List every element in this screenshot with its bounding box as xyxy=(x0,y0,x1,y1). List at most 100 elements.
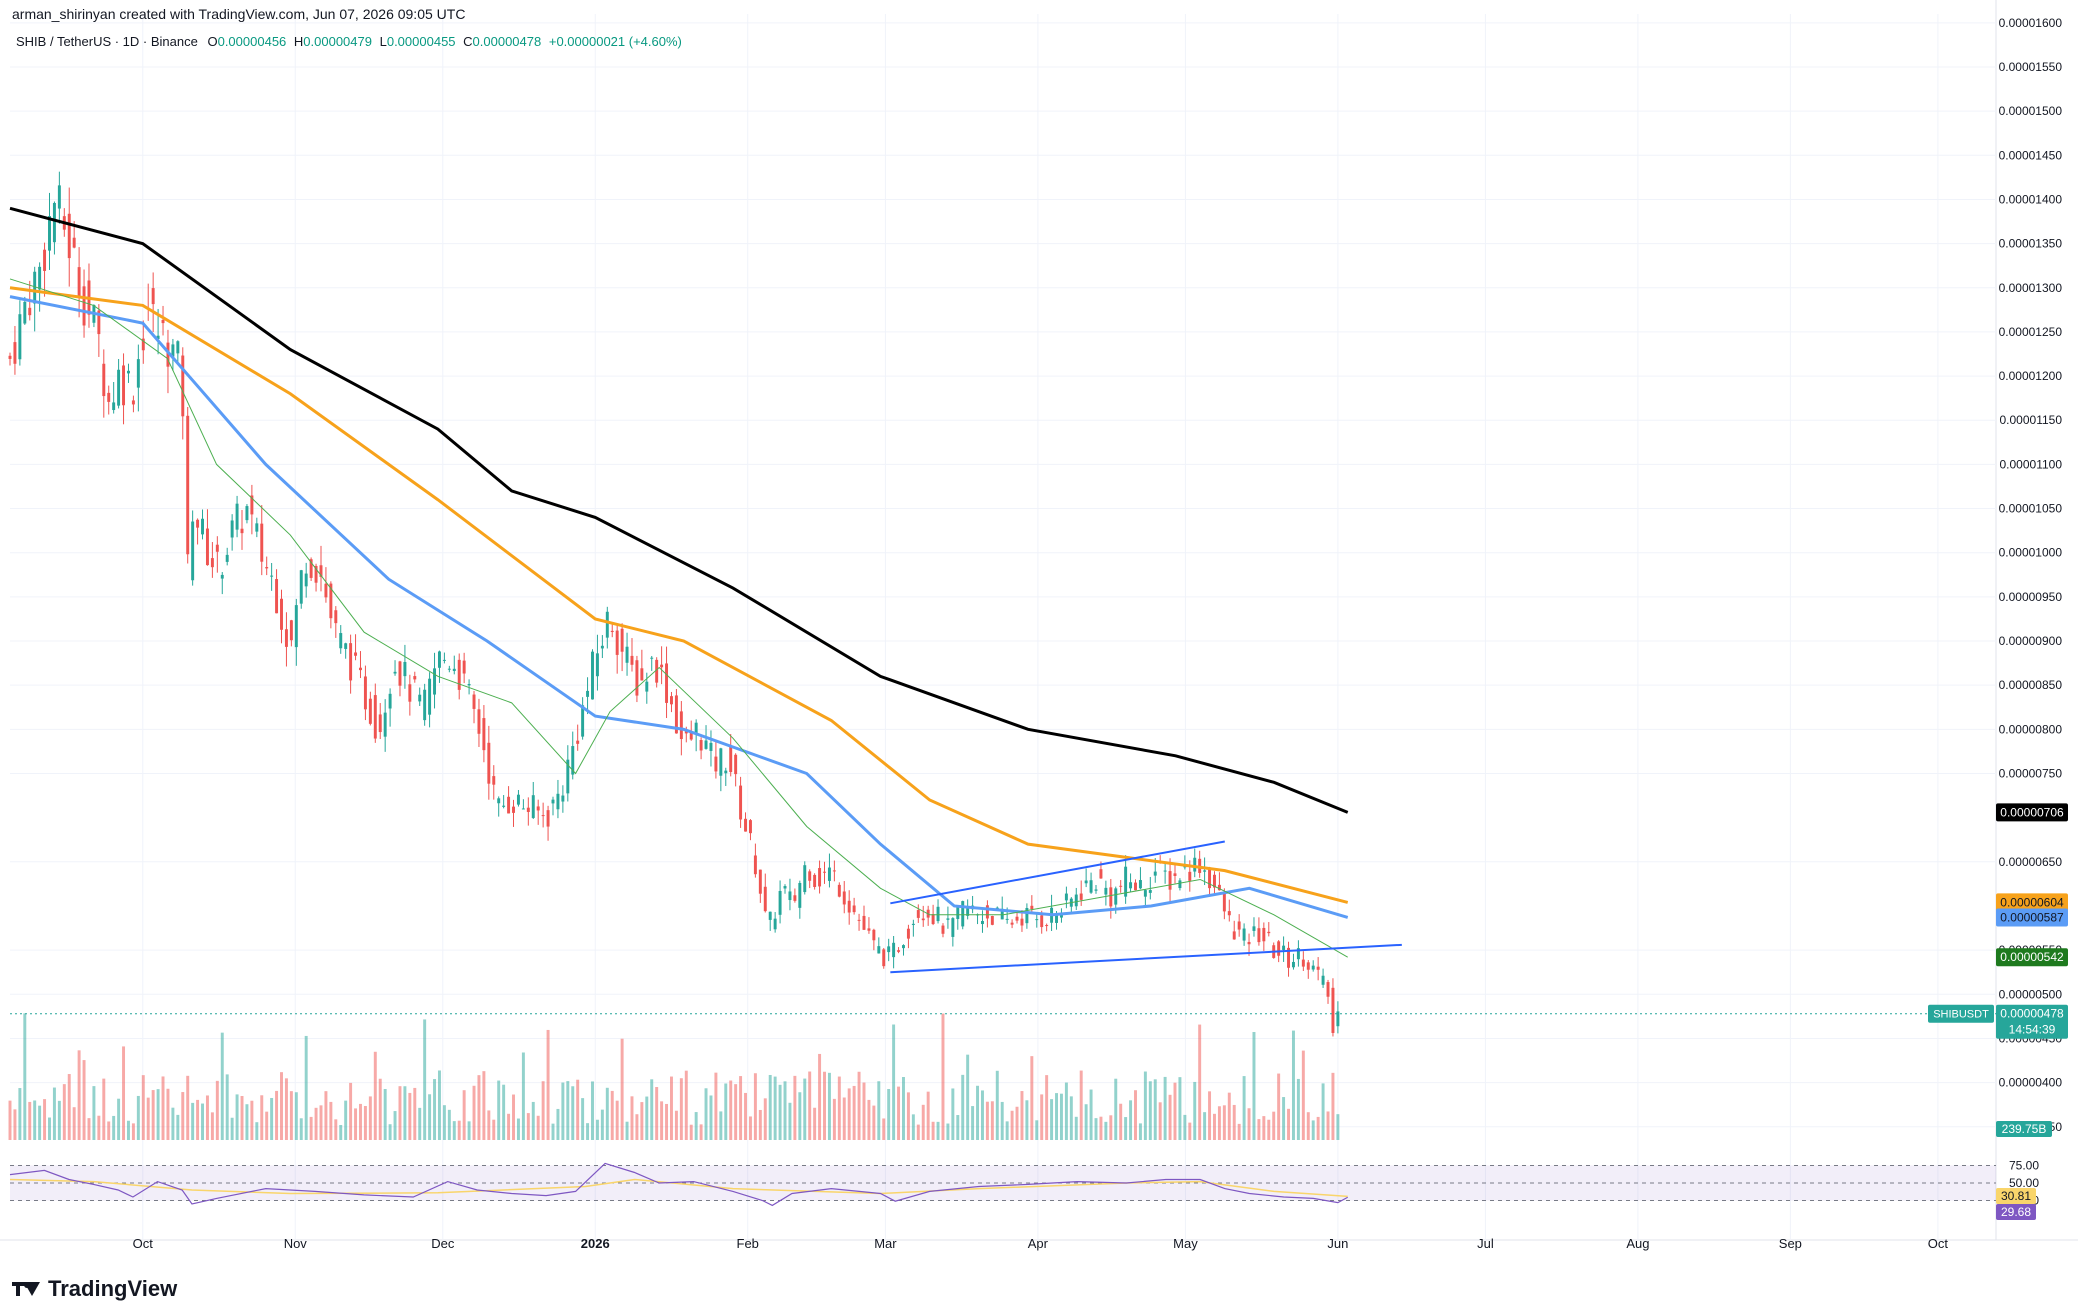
candle-body xyxy=(344,643,348,649)
candle-body xyxy=(823,871,826,873)
volume-bar xyxy=(709,1095,713,1140)
x-tick-label: Dec xyxy=(431,1236,455,1251)
y-tick-label: 0.00001600 xyxy=(1999,16,2063,30)
volume-bar xyxy=(344,1100,348,1140)
volume-bar xyxy=(205,1095,209,1140)
candle-body xyxy=(205,528,209,566)
candle-body xyxy=(1099,869,1103,879)
candle-body xyxy=(1153,871,1157,876)
candle-body xyxy=(28,307,32,316)
y-tick-label: 0.00001300 xyxy=(1999,281,2063,295)
volume-bar xyxy=(744,1092,747,1140)
candle-body xyxy=(225,554,229,562)
volume-bar xyxy=(250,1100,254,1140)
volume-bar xyxy=(1252,1032,1256,1140)
candle-body xyxy=(531,795,535,818)
volume-bar xyxy=(294,1092,298,1140)
candle-body xyxy=(186,415,190,555)
candle-body xyxy=(1020,918,1024,926)
volume-bar xyxy=(586,1123,590,1140)
volume-bar xyxy=(1059,1093,1063,1140)
volume-bar xyxy=(813,1107,817,1140)
candle-body xyxy=(265,567,269,569)
candle-body xyxy=(201,518,204,535)
volume-bar xyxy=(62,1084,66,1140)
candle-body xyxy=(1326,982,1330,997)
high-label: H xyxy=(293,34,304,49)
candle-body xyxy=(388,693,392,709)
volume-bar xyxy=(1232,1104,1236,1140)
volume-bar xyxy=(1247,1108,1251,1140)
volume-bar xyxy=(1079,1070,1083,1140)
volume-bar xyxy=(472,1085,476,1140)
candle-body xyxy=(887,946,891,953)
candle-body xyxy=(1188,871,1192,881)
candle-body xyxy=(334,610,338,624)
volume-bar xyxy=(1040,1094,1044,1140)
close-label: C xyxy=(463,34,473,49)
y-tick-label: 0.00000950 xyxy=(1999,590,2063,604)
volume-bar xyxy=(433,1079,437,1140)
candle-body xyxy=(877,946,881,954)
candle-body xyxy=(862,915,866,930)
candle-body xyxy=(487,742,491,784)
candle-body xyxy=(97,310,101,335)
volume-bar xyxy=(1183,1114,1187,1140)
volume-bar xyxy=(373,1051,377,1140)
tradingview-logo-icon xyxy=(12,1280,42,1298)
volume-bar xyxy=(1257,1119,1261,1140)
volume-bar xyxy=(581,1098,585,1140)
x-tick-label: Jun xyxy=(1327,1236,1348,1251)
volume-bar xyxy=(1119,1103,1123,1140)
candle-body xyxy=(748,820,752,834)
candle-body xyxy=(605,611,609,638)
candle-body xyxy=(1237,921,1241,930)
volume-bar xyxy=(368,1096,372,1140)
volume-bar xyxy=(620,1038,624,1140)
rsi-line xyxy=(9,1162,1349,1207)
rsi-level-label: 75.00 xyxy=(2009,1159,2039,1173)
y-tick-label: 0.00000900 xyxy=(1999,634,2063,648)
candle-body xyxy=(126,370,130,374)
y-tick-label: 0.00000800 xyxy=(1999,722,2063,736)
volume-bar xyxy=(1222,1105,1226,1140)
candle-body xyxy=(665,663,669,703)
candle-body xyxy=(1208,867,1212,889)
volume-bar xyxy=(803,1078,807,1140)
volume-bar xyxy=(398,1086,402,1140)
volume-bar xyxy=(349,1082,353,1140)
candle-body xyxy=(753,855,757,875)
candle-body xyxy=(1094,889,1098,891)
volume-bar xyxy=(122,1046,126,1140)
tradingview-logo[interactable]: TradingView xyxy=(12,1276,177,1302)
y-tick-label: 0.00000750 xyxy=(1999,766,2063,780)
candle-body xyxy=(1163,870,1167,872)
candle-body xyxy=(1183,866,1187,868)
candle-body xyxy=(630,655,634,665)
candle-body xyxy=(980,921,984,925)
candle-body xyxy=(576,740,580,744)
x-tick-label: Aug xyxy=(1626,1236,1649,1251)
volume-label: 239.75B xyxy=(2002,1122,2047,1136)
candle-body xyxy=(260,523,264,562)
candle-body xyxy=(1311,965,1315,970)
volume-bar xyxy=(605,1087,609,1140)
y-tick-label: 0.00001350 xyxy=(1999,237,2063,251)
volume-bar xyxy=(1099,1116,1103,1140)
candle-body xyxy=(280,598,283,630)
volume-bar xyxy=(872,1105,876,1140)
volume-bar xyxy=(1010,1110,1014,1140)
candle-body xyxy=(813,874,817,887)
volume-bar xyxy=(1163,1076,1167,1140)
volume-bar xyxy=(684,1070,688,1140)
volume-bar xyxy=(926,1091,930,1140)
volume-bar xyxy=(196,1099,200,1140)
symbol-label[interactable]: SHIB / TetherUS · 1D · Binance xyxy=(16,34,198,49)
candle-body xyxy=(1148,890,1152,893)
candle-body xyxy=(650,657,654,659)
candle-body xyxy=(166,342,170,367)
volume-bar xyxy=(378,1078,382,1140)
candle-body xyxy=(902,945,905,949)
volume-bar xyxy=(976,1085,980,1140)
